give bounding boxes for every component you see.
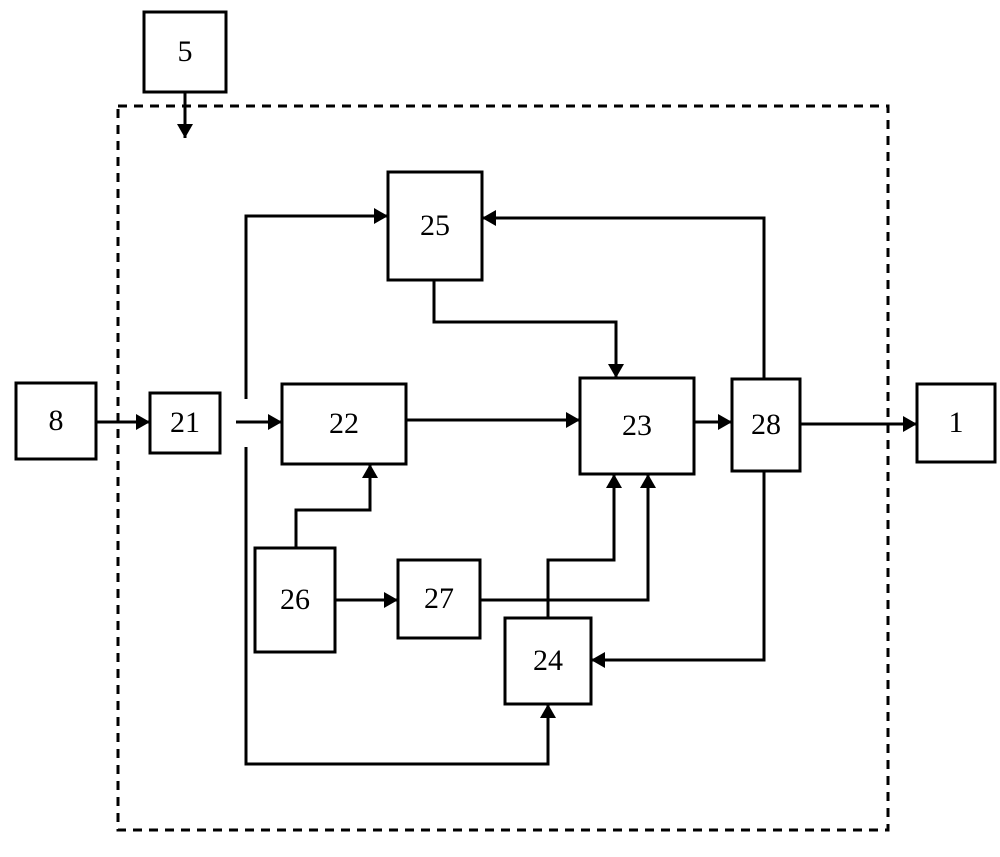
node-23: 23 [580,378,694,474]
edge-8 [482,218,764,379]
edge-6 [246,216,388,399]
node-25: 25 [388,172,482,280]
node-8: 8 [16,383,96,459]
edge-7 [434,280,616,378]
arrowhead-8 [482,210,496,226]
node-5: 5 [144,12,226,92]
arrowhead-5 [903,416,917,432]
edge-12 [548,474,614,618]
arrowhead-7 [608,364,624,378]
node-24: 24 [505,618,591,704]
node-label-27: 27 [424,582,454,615]
arrowhead-2 [268,414,282,430]
arrowhead-6 [374,208,388,224]
node-label-1: 1 [949,406,964,439]
arrowhead-12 [606,474,622,488]
arrowhead-10 [384,592,398,608]
edge-14 [296,464,370,548]
arrowhead-11 [640,474,656,488]
node-22: 22 [282,384,406,464]
arrowhead-0 [177,124,193,138]
node-label-25: 25 [420,209,450,242]
node-label-21: 21 [170,406,200,439]
arrowhead-13 [591,652,605,668]
arrowhead-4 [718,414,732,430]
node-1: 1 [917,384,995,462]
node-label-23: 23 [622,409,652,442]
arrowhead-14 [362,464,378,478]
edge-13 [591,471,764,660]
arrowhead-1 [136,414,150,430]
node-label-8: 8 [49,404,64,437]
node-label-5: 5 [178,35,193,68]
block-diagram: 5 8 1 21 22 23 28 25 26 27 24 [0,0,1000,857]
node-26: 26 [255,548,335,652]
node-label-22: 22 [329,407,359,440]
node-27: 27 [398,560,480,638]
node-label-28: 28 [751,408,781,441]
node-28: 28 [732,379,800,471]
arrowhead-3 [566,412,580,428]
node-label-26: 26 [280,583,310,616]
node-21: 21 [150,393,220,453]
arrowhead-9 [540,704,556,718]
node-label-24: 24 [533,644,563,677]
edge-11 [480,474,648,600]
